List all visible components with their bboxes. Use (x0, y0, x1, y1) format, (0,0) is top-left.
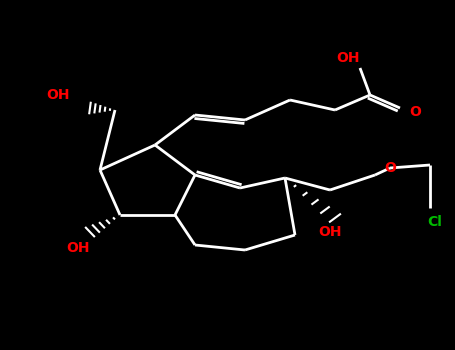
Text: O: O (384, 161, 396, 175)
Text: OH: OH (336, 51, 360, 65)
Text: OH: OH (46, 88, 70, 102)
Text: Cl: Cl (428, 215, 442, 229)
Text: OH: OH (66, 241, 90, 255)
Text: O: O (409, 105, 421, 119)
Text: OH: OH (318, 225, 342, 239)
